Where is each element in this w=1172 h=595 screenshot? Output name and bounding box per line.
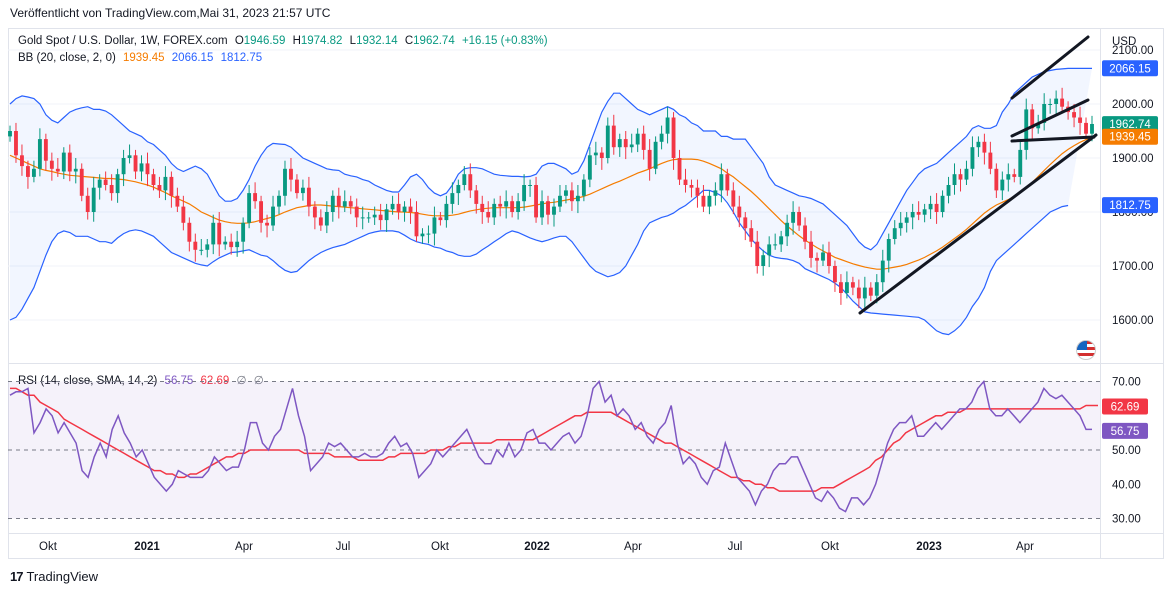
low-value: 1932.14 — [356, 35, 398, 47]
symbol-legend[interactable]: Gold Spot / U.S. Dollar, 1W, FOREX.com O… — [18, 35, 552, 47]
rsi-value: 56.75 — [164, 375, 194, 387]
rsi-extra-1: ∅ — [236, 375, 247, 387]
high-label: H — [292, 35, 301, 47]
rsi-label[interactable]: RSI (14, close, SMA, 14, 2) — [18, 375, 158, 387]
rsi-legend[interactable]: RSI (14, close, SMA, 14, 2) 56.75 62.69 … — [18, 373, 268, 387]
rsi-ma-value: 62.69 — [200, 375, 230, 387]
open-label: O — [234, 35, 244, 47]
tradingview-logo-icon: 17 — [10, 569, 24, 584]
tradingview-brand[interactable]: 17 TradingView — [10, 569, 98, 584]
change-value: +16.15 (+0.83%) — [461, 35, 548, 47]
bb-basis-value: 1939.45 — [123, 52, 165, 64]
us-flag-icon[interactable] — [1076, 340, 1096, 360]
high-value: 1974.82 — [300, 35, 343, 47]
close-label: C — [404, 35, 414, 47]
rsi-extra-2: ∅ — [253, 375, 264, 387]
symbol-title[interactable]: Gold Spot / U.S. Dollar, 1W, FOREX.com — [18, 35, 228, 47]
published-note: Veröffentlicht von TradingView.com,Mai 3… — [10, 6, 331, 20]
bb-label[interactable]: BB (20, close, 2, 0) — [18, 52, 116, 64]
bb-lower-value: 1812.75 — [220, 52, 263, 64]
low-label: L — [349, 35, 357, 47]
bb-legend[interactable]: BB (20, close, 2, 0) 1939.45 2066.15 181… — [18, 52, 266, 64]
brand-name: TradingView — [26, 569, 99, 584]
open-value: 1946.59 — [243, 35, 286, 47]
chart-frame[interactable] — [8, 28, 1164, 559]
close-value: 1962.74 — [413, 35, 455, 47]
bb-upper-value: 2066.15 — [171, 52, 214, 64]
